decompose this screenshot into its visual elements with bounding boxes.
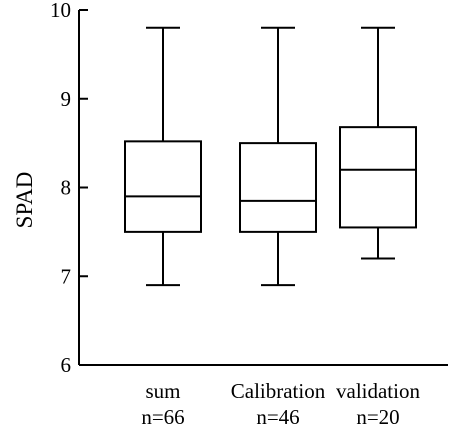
sample-size-label: n=66	[141, 405, 184, 429]
boxes	[124, 26, 417, 287]
category-label: Calibration	[231, 379, 326, 403]
y-tick-label: 6	[61, 353, 72, 377]
box-validation	[339, 26, 417, 260]
y-axis-ticks: 6 7 8 9 10	[50, 0, 88, 377]
iqr-box	[339, 126, 417, 229]
iqr-box	[239, 142, 317, 233]
sample-size-label: n=20	[356, 405, 399, 429]
y-tick-label: 7	[61, 264, 72, 288]
box-sum	[124, 26, 202, 287]
y-tick-label: 10	[50, 0, 71, 22]
category-label: sum	[145, 379, 180, 403]
iqr-box	[124, 140, 202, 233]
y-axis-title: SPAD	[12, 172, 37, 229]
box-calibration	[239, 26, 317, 287]
y-tick-label: 8	[61, 176, 72, 200]
sample-size-label: n=46	[256, 405, 299, 429]
axes	[78, 10, 448, 366]
category-label: validation	[336, 379, 420, 403]
y-tick-label: 9	[61, 87, 72, 111]
